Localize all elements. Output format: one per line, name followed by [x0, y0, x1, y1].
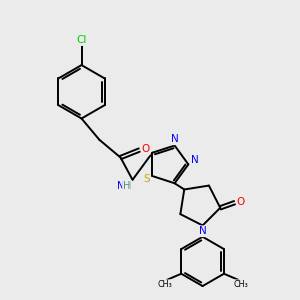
Text: N: N — [171, 134, 179, 144]
Text: Cl: Cl — [76, 35, 87, 45]
Text: N: N — [199, 226, 206, 236]
Text: N: N — [117, 181, 124, 190]
Text: CH₃: CH₃ — [157, 280, 172, 289]
Text: O: O — [237, 197, 245, 207]
Text: NH: NH — [117, 181, 131, 191]
Text: S: S — [143, 174, 150, 184]
Text: N: N — [190, 155, 198, 165]
Text: CH₃: CH₃ — [233, 280, 248, 289]
Text: H: H — [123, 181, 130, 190]
Text: O: O — [141, 144, 150, 154]
